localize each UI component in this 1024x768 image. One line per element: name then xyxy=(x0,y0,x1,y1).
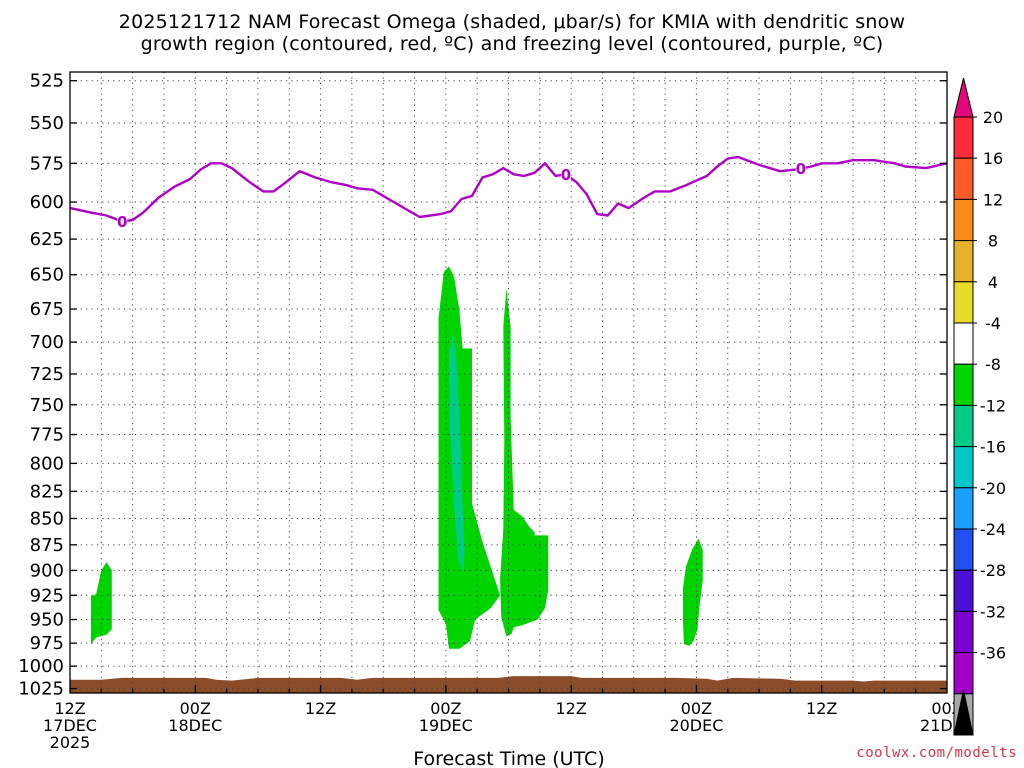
colorbar-segment-10 xyxy=(953,487,974,530)
colorbar-label-2: 16 xyxy=(983,149,1003,168)
y-tick-label-1025: 1025 xyxy=(18,679,64,700)
colorbar-top-arrow xyxy=(953,77,974,118)
colorbar-segment-5 xyxy=(953,281,974,324)
colorbar-segment-14 xyxy=(953,652,974,695)
y-tick-label-725: 725 xyxy=(30,364,64,385)
colorbar-label-11: -24 xyxy=(980,520,1006,539)
colorbar-label-9: -16 xyxy=(980,438,1006,457)
colorbar-segment-11 xyxy=(953,528,974,571)
y-tick-label-975: 975 xyxy=(30,633,64,654)
y-tick-label-750: 750 xyxy=(30,395,64,416)
colorbar-label-8: -12 xyxy=(980,396,1006,415)
chart-title-line-2: growth region (contoured, red, ºC) and f… xyxy=(140,33,884,55)
y-tick-label-600: 600 xyxy=(30,192,64,213)
colorbar: 20 16 12 8 4 -4 -8 -12 -16 -20 -24 -28 -32 -36 xyxy=(953,77,1006,736)
y-tick-label-675: 675 xyxy=(30,299,64,320)
x-axis-label: Forecast Time (UTC) xyxy=(413,748,604,768)
colorbar-label-4: 8 xyxy=(988,232,998,251)
colorbar-segment-6 xyxy=(953,322,974,365)
y-tick-label-700: 700 xyxy=(30,332,64,353)
x-tick-label-0-2: 2025 xyxy=(50,733,91,752)
x-tick-label-72-0: 12Z xyxy=(806,699,837,718)
x-tick-label-12-0: 00Z xyxy=(180,699,211,718)
colorbar-segment-12 xyxy=(953,569,974,612)
x-tick-label-12-1: 18DEC xyxy=(168,716,222,735)
colorbar-label-14: -36 xyxy=(980,644,1006,663)
y-tick-label-950: 950 xyxy=(30,610,64,631)
omega-region-2 xyxy=(438,266,501,649)
colorbar-segment-4 xyxy=(953,240,974,283)
omega-region-5 xyxy=(682,538,703,646)
freezing-level-label-1: 0 xyxy=(117,213,127,231)
colorbar-bottom-arrow xyxy=(953,689,974,736)
freezing-label-bg xyxy=(795,160,806,177)
y-tick-label-875: 875 xyxy=(30,535,64,556)
omega-region-4 xyxy=(500,288,549,637)
chart-title-line-1: 2025121712 NAM Forecast Omega (shaded, μ… xyxy=(118,11,906,33)
x-tick-label-24-0: 12Z xyxy=(305,699,336,718)
y-tick-label-925: 925 xyxy=(30,585,64,606)
colorbar-segment-7 xyxy=(953,363,974,406)
colorbar-label-7: -8 xyxy=(985,355,1001,374)
omega-shaded-regions xyxy=(90,266,703,649)
y-tick-label-650: 650 xyxy=(30,265,64,286)
y-tick-label-775: 775 xyxy=(30,425,64,446)
colorbar-label-3: 12 xyxy=(983,190,1003,209)
colorbar-label-12: -28 xyxy=(980,561,1006,580)
colorbar-segment-13 xyxy=(953,610,974,654)
y-tick-label-800: 800 xyxy=(30,453,64,474)
x-tick-label-0-0: 12Z xyxy=(54,699,85,718)
x-tick-label-60-1: 20DEC xyxy=(669,716,723,735)
y-tick-label-900: 900 xyxy=(30,560,64,581)
freezing-level-label-3: 0 xyxy=(796,160,806,178)
colorbar-label-5: 4 xyxy=(988,273,998,292)
colorbar-segment-9 xyxy=(953,446,974,489)
freezing-level-label-2: 0 xyxy=(561,166,571,184)
colorbar-label-1: 20 xyxy=(983,108,1003,127)
y-tick-label-1000: 1000 xyxy=(18,656,64,677)
y-tick-label-575: 575 xyxy=(30,153,64,174)
y-tick-label-525: 525 xyxy=(30,71,64,92)
freezing-level-layer: 0 0 0 xyxy=(69,155,948,231)
colorbar-segment-2 xyxy=(953,157,974,200)
x-tick-label-48-0: 12Z xyxy=(555,699,586,718)
y-tick-label-625: 625 xyxy=(30,229,64,250)
credit-text: coolwx.com/modelts xyxy=(856,745,1017,761)
colorbar-label-13: -32 xyxy=(980,602,1006,621)
colorbar-segment-8 xyxy=(953,404,974,448)
x-tick-label-60-0: 00Z xyxy=(681,699,712,718)
omega-region-3 xyxy=(449,332,465,574)
colorbar-label-10: -20 xyxy=(980,479,1006,498)
axes: 525 550 575 600 625 650 675 700 725 750 775 800 825 8… xyxy=(18,71,974,752)
x-tick-label-0-1: 17DEC xyxy=(43,716,97,735)
y-tick-label-550: 550 xyxy=(30,113,64,134)
colorbar-segment-1 xyxy=(953,116,974,159)
colorbar-label-6: -4 xyxy=(985,314,1001,333)
grid-lines xyxy=(70,72,947,693)
freezing-level-line xyxy=(69,155,948,223)
freezing-label-bg xyxy=(117,213,128,230)
x-tick-label-36-0: 00Z xyxy=(430,699,461,718)
freezing-label-bg xyxy=(560,166,571,183)
y-tick-label-850: 850 xyxy=(30,508,64,529)
x-tick-label-36-1: 19DEC xyxy=(419,716,473,735)
omega-region-1 xyxy=(90,562,112,645)
colorbar-segment-3 xyxy=(953,198,974,242)
y-tick-label-825: 825 xyxy=(30,481,64,502)
